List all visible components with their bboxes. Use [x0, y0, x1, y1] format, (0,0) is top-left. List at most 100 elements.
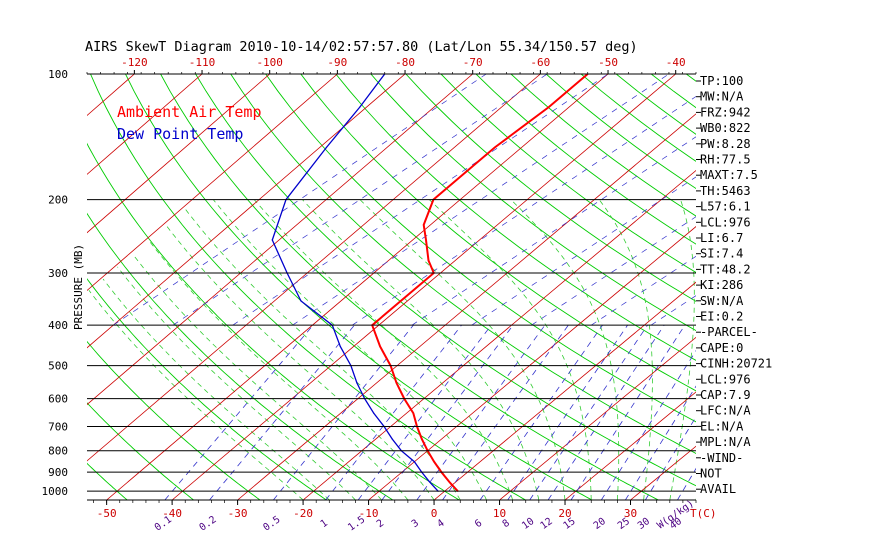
mixing-ratio-label: 6	[473, 518, 484, 530]
dewpoint-point	[373, 412, 375, 414]
dewpoint-point	[413, 461, 415, 463]
isotherm-line	[106, 74, 609, 500]
index-entry: FRZ:942	[700, 105, 751, 119]
dewpoint-point	[339, 345, 341, 348]
mixing-ratio-label: 4	[435, 518, 446, 530]
temperature-point	[395, 382, 398, 384]
mixing-ratio-line	[529, 324, 648, 500]
index-entry: TH:5463	[700, 184, 751, 198]
mixing-ratio-label: 2	[375, 518, 386, 530]
mixing-ratio-label: 0.2	[198, 514, 219, 533]
dry-adiabat-line	[370, 74, 696, 332]
dry-adiabat-line	[440, 74, 696, 273]
isotherm-line	[0, 74, 67, 500]
dry-adiabat-line	[87, 278, 327, 500]
isotherm-line	[499, 336, 696, 500]
mixing-ratio-line	[625, 385, 696, 500]
legend: Ambient Air Temp Dew Point Temp	[117, 103, 262, 143]
mixing-ratio-line	[416, 324, 546, 500]
index-entry: L57:6.1	[700, 200, 751, 214]
isotherm-line	[87, 74, 338, 292]
mixing-ratio-line	[442, 324, 569, 500]
mixing-ratio-line	[113, 74, 487, 326]
temperature-point	[425, 239, 427, 241]
pressure-tick-label: 600	[48, 393, 68, 406]
mixing-ratio-label: 3	[410, 518, 421, 530]
isotherm-line	[564, 391, 696, 500]
isotherm-line	[87, 74, 473, 406]
legend-temp: Ambient Air Temp	[117, 103, 262, 121]
isotherm-line	[433, 281, 696, 500]
top-axis-label: -50	[598, 56, 618, 69]
moist-adiabat-line	[212, 199, 487, 500]
moist-adiabat-line	[88, 290, 304, 500]
dewpoint-point	[325, 146, 327, 149]
isotherm-line	[171, 74, 676, 500]
dry-adiabat-line	[87, 402, 194, 500]
bottom-axis-label: 10	[493, 507, 506, 520]
index-entry: LFC:N/A	[700, 404, 751, 418]
moist-adiabat-line	[148, 239, 409, 500]
mixing-ratio-line	[357, 324, 492, 500]
mixing-ratio-label: 12	[539, 516, 555, 532]
top-axis-label: -70	[463, 56, 483, 69]
dewpoint-profile-line	[271, 74, 439, 492]
dry-adiabat-line	[791, 74, 870, 500]
mixing-ratio-line	[352, 96, 696, 326]
mixing-ratio-label: 30	[636, 516, 652, 532]
dry-adiabat-line	[405, 74, 696, 302]
mixing-ratio-line	[273, 324, 414, 500]
index-entry: -PARCEL-	[700, 325, 758, 339]
temperature-point	[421, 438, 423, 440]
index-entry: EL:N/A	[700, 419, 744, 433]
mixing-ratio-line	[645, 416, 696, 500]
temperature-point	[494, 146, 496, 149]
mixing-ratio-label: 8	[501, 518, 512, 530]
isotherm-line	[87, 74, 270, 234]
isotherm-line	[87, 74, 203, 175]
mixing-ratio-line	[600, 349, 696, 500]
temperature-point	[423, 224, 425, 226]
temperature-point	[412, 412, 414, 414]
top-axis-label: -110	[189, 56, 216, 69]
background-grid	[0, 74, 870, 500]
moist-adiabat-line	[117, 266, 356, 500]
mixing-ratio-label: 10	[520, 516, 536, 532]
dry-adiabat-line	[0, 74, 61, 500]
moist-adiabat-line	[429, 199, 592, 500]
mixing-ratio-line	[172, 74, 548, 326]
pressure-tick-label: 1000	[42, 485, 69, 498]
temperature-profile-line	[371, 74, 589, 492]
bottom-axis-label: -40	[162, 507, 182, 520]
mixing-ratio-line	[325, 324, 462, 500]
isotherm-line	[87, 74, 135, 117]
temperature-point	[433, 461, 435, 463]
dewpoint-point	[271, 239, 273, 241]
sounding-series	[271, 74, 589, 492]
dry-adiabat-line	[87, 340, 261, 500]
top-axis-label: -100	[256, 56, 283, 69]
isotherm-line	[368, 226, 696, 500]
isotherm-line	[237, 113, 696, 500]
mixing-ratio-line	[381, 324, 514, 500]
index-entry: CAP:7.9	[700, 388, 751, 402]
dry-adiabat-line	[827, 74, 870, 500]
dewpoint-point	[300, 300, 302, 302]
mixing-ratio-label: 0.5	[261, 514, 282, 533]
legend-dewpoint: Dew Point Temp	[117, 125, 243, 143]
dry-adiabat-line	[650, 74, 696, 109]
index-entry: CINH:20721	[700, 357, 772, 371]
top-axis-label: -80	[395, 56, 415, 69]
pressure-tick-label: 900	[48, 466, 68, 479]
temperature-point	[548, 106, 550, 108]
bottom-axis-label: -30	[228, 507, 248, 520]
isotherm-line	[87, 74, 541, 462]
moist-adiabat-line	[165, 224, 435, 500]
index-entry: PW:8.28	[700, 137, 751, 151]
temperature-point	[427, 259, 430, 262]
dewpoint-point	[356, 382, 358, 384]
index-entry: TT:48.2	[700, 262, 751, 276]
index-entry: MAXT:7.5	[700, 168, 758, 182]
top-axis-label: -60	[530, 56, 550, 69]
bottom-axis-label: 0	[431, 507, 438, 520]
